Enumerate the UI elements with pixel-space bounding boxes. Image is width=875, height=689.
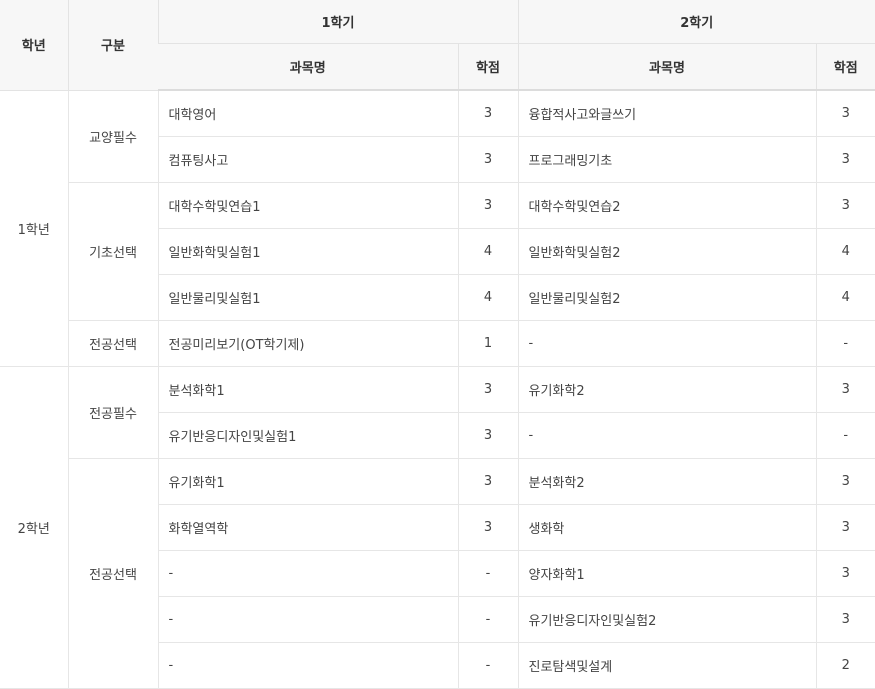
semester2-course-name: 진로탐색및설계 [517, 642, 816, 689]
semester1-course-name: 유기화학1 [157, 458, 458, 505]
semester2-credit: 4 [815, 228, 875, 275]
table-header: 학년 구분 1학기 2학기 과목명 학점 과목명 학점 [0, 0, 875, 91]
semester2-credit: 3 [815, 182, 875, 229]
semester1-credit: 3 [457, 412, 518, 459]
table-row: 1학년 교양필수 대학영어 3 융합적사고와글쓰기 3 [0, 90, 875, 367]
table-row: 컴퓨팅사고 3 프로그래밍기초 3 [0, 136, 875, 183]
semester2-course-name: - [517, 320, 816, 367]
table-row: 전공선택 전공미리보기(OT학기제) 1- - [0, 320, 875, 367]
semester1-credit: 3 [457, 90, 518, 137]
semester2-course-name: 프로그래밍기초 [517, 136, 816, 183]
semester2-credit: - [815, 412, 875, 459]
semester1-credit: 4 [457, 228, 518, 275]
semester1-credit: 1 [457, 320, 518, 367]
table-row: 유기반응디자인및실험1 3- - [0, 412, 875, 459]
header-category: 구분 [67, 0, 158, 91]
semester2-course-name: 분석화학2 [517, 458, 816, 505]
semester1-course-name: 대학영어 [157, 90, 458, 137]
semester1-credit: 3 [457, 504, 518, 551]
semester1-course-name: 유기반응디자인및실험1 [157, 412, 458, 459]
semester2-credit: 3 [815, 90, 875, 137]
header-semester2: 2학기 [517, 0, 875, 44]
semester2-credit: 3 [815, 136, 875, 183]
year-cell: 2학년 [0, 366, 68, 689]
semester2-credit: 3 [815, 366, 875, 413]
semester1-course-name: - [157, 550, 458, 597]
semester1-credit: 3 [457, 136, 518, 183]
semester2-course-name: 생화학 [517, 504, 816, 551]
semester1-credit: - [457, 550, 518, 597]
header-s2-credits: 학점 [815, 43, 875, 91]
category-cell: 전공선택 [67, 458, 158, 689]
table-row: 2학년 전공필수 분석화학1 3 유기화학2 3 [0, 366, 875, 689]
semester2-course-name: - [517, 412, 816, 459]
semester2-course-name: 유기반응디자인및실험2 [517, 596, 816, 643]
table-row: - - 유기반응디자인및실험2 3 [0, 596, 875, 643]
semester2-credit: 3 [815, 596, 875, 643]
header-s1-course-name: 과목명 [158, 43, 458, 91]
year-cell: 1학년 [0, 90, 68, 367]
semester2-course-name: 융합적사고와글쓰기 [517, 90, 816, 137]
category-cell: 교양필수 [67, 90, 158, 183]
category-cell: 전공필수 [67, 366, 158, 459]
semester1-credit: 3 [457, 458, 518, 505]
semester1-course-name: 일반화학및실험1 [157, 228, 458, 275]
semester1-course-name: 컴퓨팅사고 [157, 136, 458, 183]
semester1-credit: - [457, 642, 518, 689]
semester2-credit: - [815, 320, 875, 367]
header-s1-credits: 학점 [457, 43, 518, 91]
semester2-course-name: 대학수학및연습2 [517, 182, 816, 229]
semester1-credit: 3 [457, 182, 518, 229]
semester2-course-name: 양자화학1 [517, 550, 816, 597]
semester1-course-name: 전공미리보기(OT학기제) [157, 320, 458, 367]
semester1-course-name: 화학열역학 [157, 504, 458, 551]
semester2-course-name: 유기화학2 [517, 366, 816, 413]
table-row: - - 양자화학1 3 [0, 550, 875, 597]
semester2-credit: 3 [815, 458, 875, 505]
header-year: 학년 [0, 0, 68, 91]
semester2-course-name: 일반화학및실험2 [517, 228, 816, 275]
semester1-credit: 3 [457, 366, 518, 413]
semester1-course-name: 일반물리및실험1 [157, 274, 458, 321]
semester1-course-name: - [157, 642, 458, 689]
table-body: 1학년 교양필수 대학영어 3 융합적사고와글쓰기 3 컴퓨팅사고 3 프로그래밍기초 3 기초선택… [0, 90, 875, 689]
semester2-credit: 2 [815, 642, 875, 689]
table-row: 화학열역학 3 생화학 3 [0, 504, 875, 551]
table-row: 전공선택 유기화학1 3 분석화학2 3 [0, 458, 875, 689]
semester1-course-name: 분석화학1 [157, 366, 458, 413]
semester1-course-name: - [157, 596, 458, 643]
category-cell: 기초선택 [67, 182, 158, 321]
semester2-credit: 3 [815, 504, 875, 551]
semester1-course-name: 대학수학및연습1 [157, 182, 458, 229]
category-cell: 전공선택 [67, 320, 158, 367]
table-row: 기초선택 대학수학및연습1 3 대학수학및연습2 3 [0, 182, 875, 321]
table-row: 일반물리및실험1 4 일반물리및실험2 4 [0, 274, 875, 321]
table-row: 일반화학및실험1 4 일반화학및실험2 4 [0, 228, 875, 275]
semester2-credit: 4 [815, 274, 875, 321]
semester2-course-name: 일반물리및실험2 [517, 274, 816, 321]
semester1-credit: - [457, 596, 518, 643]
semester2-credit: 3 [815, 550, 875, 597]
semester1-credit: 4 [457, 274, 518, 321]
header-semester1: 1학기 [157, 0, 518, 44]
table-row: - - 진로탐색및설계 2 [0, 642, 875, 689]
header-s2-course-name: 과목명 [517, 43, 816, 91]
